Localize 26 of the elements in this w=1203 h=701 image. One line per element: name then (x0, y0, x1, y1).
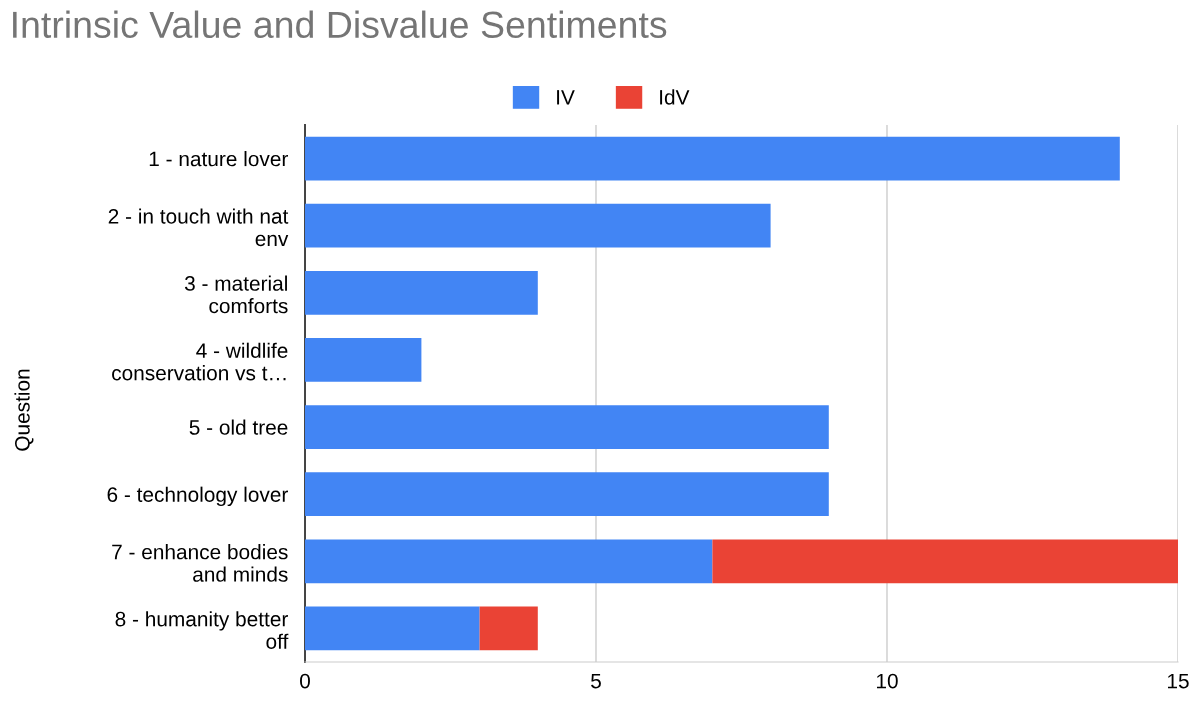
bar (305, 338, 422, 382)
y-tick-label: 2 - in touch with nat env (108, 208, 289, 247)
y-tick-label: 7 - enhance bodies and minds (112, 544, 288, 582)
bar (712, 539, 1178, 584)
bar (479, 606, 538, 651)
chart-title: Intrinsic Value and Disvalue Sentiments (13, 10, 667, 39)
bar (305, 472, 829, 516)
x-tick-label: 0 (300, 673, 310, 689)
y-tick-label: 8 - humanity better off (115, 611, 289, 649)
y-tick-label: 6 - technology lover (107, 486, 288, 507)
y-axis-title: Question (14, 369, 34, 451)
y-tick-label: 5 - old tree (189, 419, 288, 435)
bar (305, 405, 829, 449)
y-tick-label: 1 - nature lover (149, 151, 288, 167)
x-tick-label: 5 (591, 673, 601, 689)
bar (305, 539, 713, 584)
y-tick-label: 4 - wildlife conservation vs t… (112, 342, 288, 381)
y-tick-label: 3 - material comforts (184, 275, 288, 314)
bar (305, 606, 480, 651)
bar (305, 203, 771, 248)
x-tick-label: 10 (877, 673, 898, 689)
bar (305, 136, 1120, 181)
x-tick-label: 15 (1168, 673, 1189, 689)
bar (305, 271, 538, 315)
legend-label: IV (557, 90, 575, 105)
legend-label: IdV (660, 89, 690, 105)
